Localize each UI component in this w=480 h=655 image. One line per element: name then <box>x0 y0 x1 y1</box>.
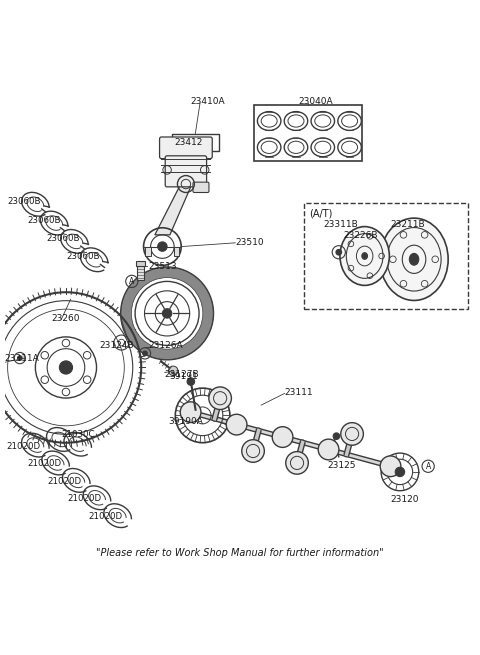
Circle shape <box>272 426 293 447</box>
Text: A: A <box>129 277 134 286</box>
Text: 23510: 23510 <box>235 238 264 248</box>
Circle shape <box>17 356 22 360</box>
Circle shape <box>143 351 147 356</box>
Text: 21020D: 21020D <box>27 459 61 468</box>
Text: 21020D: 21020D <box>47 477 81 486</box>
Circle shape <box>180 402 201 422</box>
FancyBboxPatch shape <box>159 137 212 159</box>
Circle shape <box>318 439 339 460</box>
Text: 21020D: 21020D <box>67 495 101 503</box>
Text: 23412: 23412 <box>174 138 203 147</box>
Text: 21020D: 21020D <box>88 512 122 521</box>
Bar <box>303 203 468 309</box>
Circle shape <box>226 414 247 435</box>
Text: 23060B: 23060B <box>27 215 61 225</box>
Circle shape <box>157 242 167 252</box>
Text: 23226B: 23226B <box>344 231 378 240</box>
Text: 23060B: 23060B <box>66 252 99 261</box>
Ellipse shape <box>409 253 419 265</box>
Bar <box>135 261 145 267</box>
Text: 23060B: 23060B <box>46 234 80 242</box>
Text: 23260: 23260 <box>52 314 80 323</box>
Circle shape <box>168 366 178 375</box>
Text: 23111: 23111 <box>285 388 313 397</box>
Text: 23513: 23513 <box>148 262 177 271</box>
FancyBboxPatch shape <box>193 182 209 193</box>
Circle shape <box>380 456 401 477</box>
Text: 21020D: 21020D <box>7 441 41 451</box>
Circle shape <box>209 387 231 409</box>
Bar <box>254 105 362 160</box>
Text: 23127B: 23127B <box>165 370 199 379</box>
Bar <box>174 246 180 256</box>
Text: 23311A: 23311A <box>5 354 39 363</box>
Text: (A/T): (A/T) <box>309 208 333 218</box>
Text: 23311B: 23311B <box>324 221 359 229</box>
FancyBboxPatch shape <box>165 156 206 187</box>
Text: 23211B: 23211B <box>391 221 425 229</box>
Text: 39191: 39191 <box>169 372 198 381</box>
Circle shape <box>395 467 405 477</box>
Circle shape <box>336 250 342 255</box>
Circle shape <box>333 433 340 440</box>
Text: 23040A: 23040A <box>299 97 334 106</box>
Text: "Please refer to Work Shop Manual for further information": "Please refer to Work Shop Manual for fu… <box>96 548 384 558</box>
Text: 23125: 23125 <box>327 461 356 470</box>
Ellipse shape <box>380 218 448 301</box>
Text: 23124B: 23124B <box>99 341 133 350</box>
Circle shape <box>341 422 363 445</box>
Text: A: A <box>426 462 431 471</box>
Text: 21030C: 21030C <box>61 430 95 440</box>
Circle shape <box>162 309 172 318</box>
Bar <box>145 246 151 256</box>
Text: 23060B: 23060B <box>7 197 41 206</box>
Ellipse shape <box>362 253 368 259</box>
Polygon shape <box>155 185 192 235</box>
Text: 39190A: 39190A <box>169 417 204 426</box>
Ellipse shape <box>340 227 389 286</box>
Text: 23126A: 23126A <box>148 341 183 350</box>
Circle shape <box>286 451 308 474</box>
Bar <box>172 134 219 151</box>
Circle shape <box>187 378 194 385</box>
Bar <box>137 267 144 280</box>
Circle shape <box>60 361 72 374</box>
Text: 23120: 23120 <box>391 495 419 504</box>
Text: 23410A: 23410A <box>191 97 225 106</box>
Wedge shape <box>121 267 213 360</box>
Circle shape <box>242 440 264 462</box>
